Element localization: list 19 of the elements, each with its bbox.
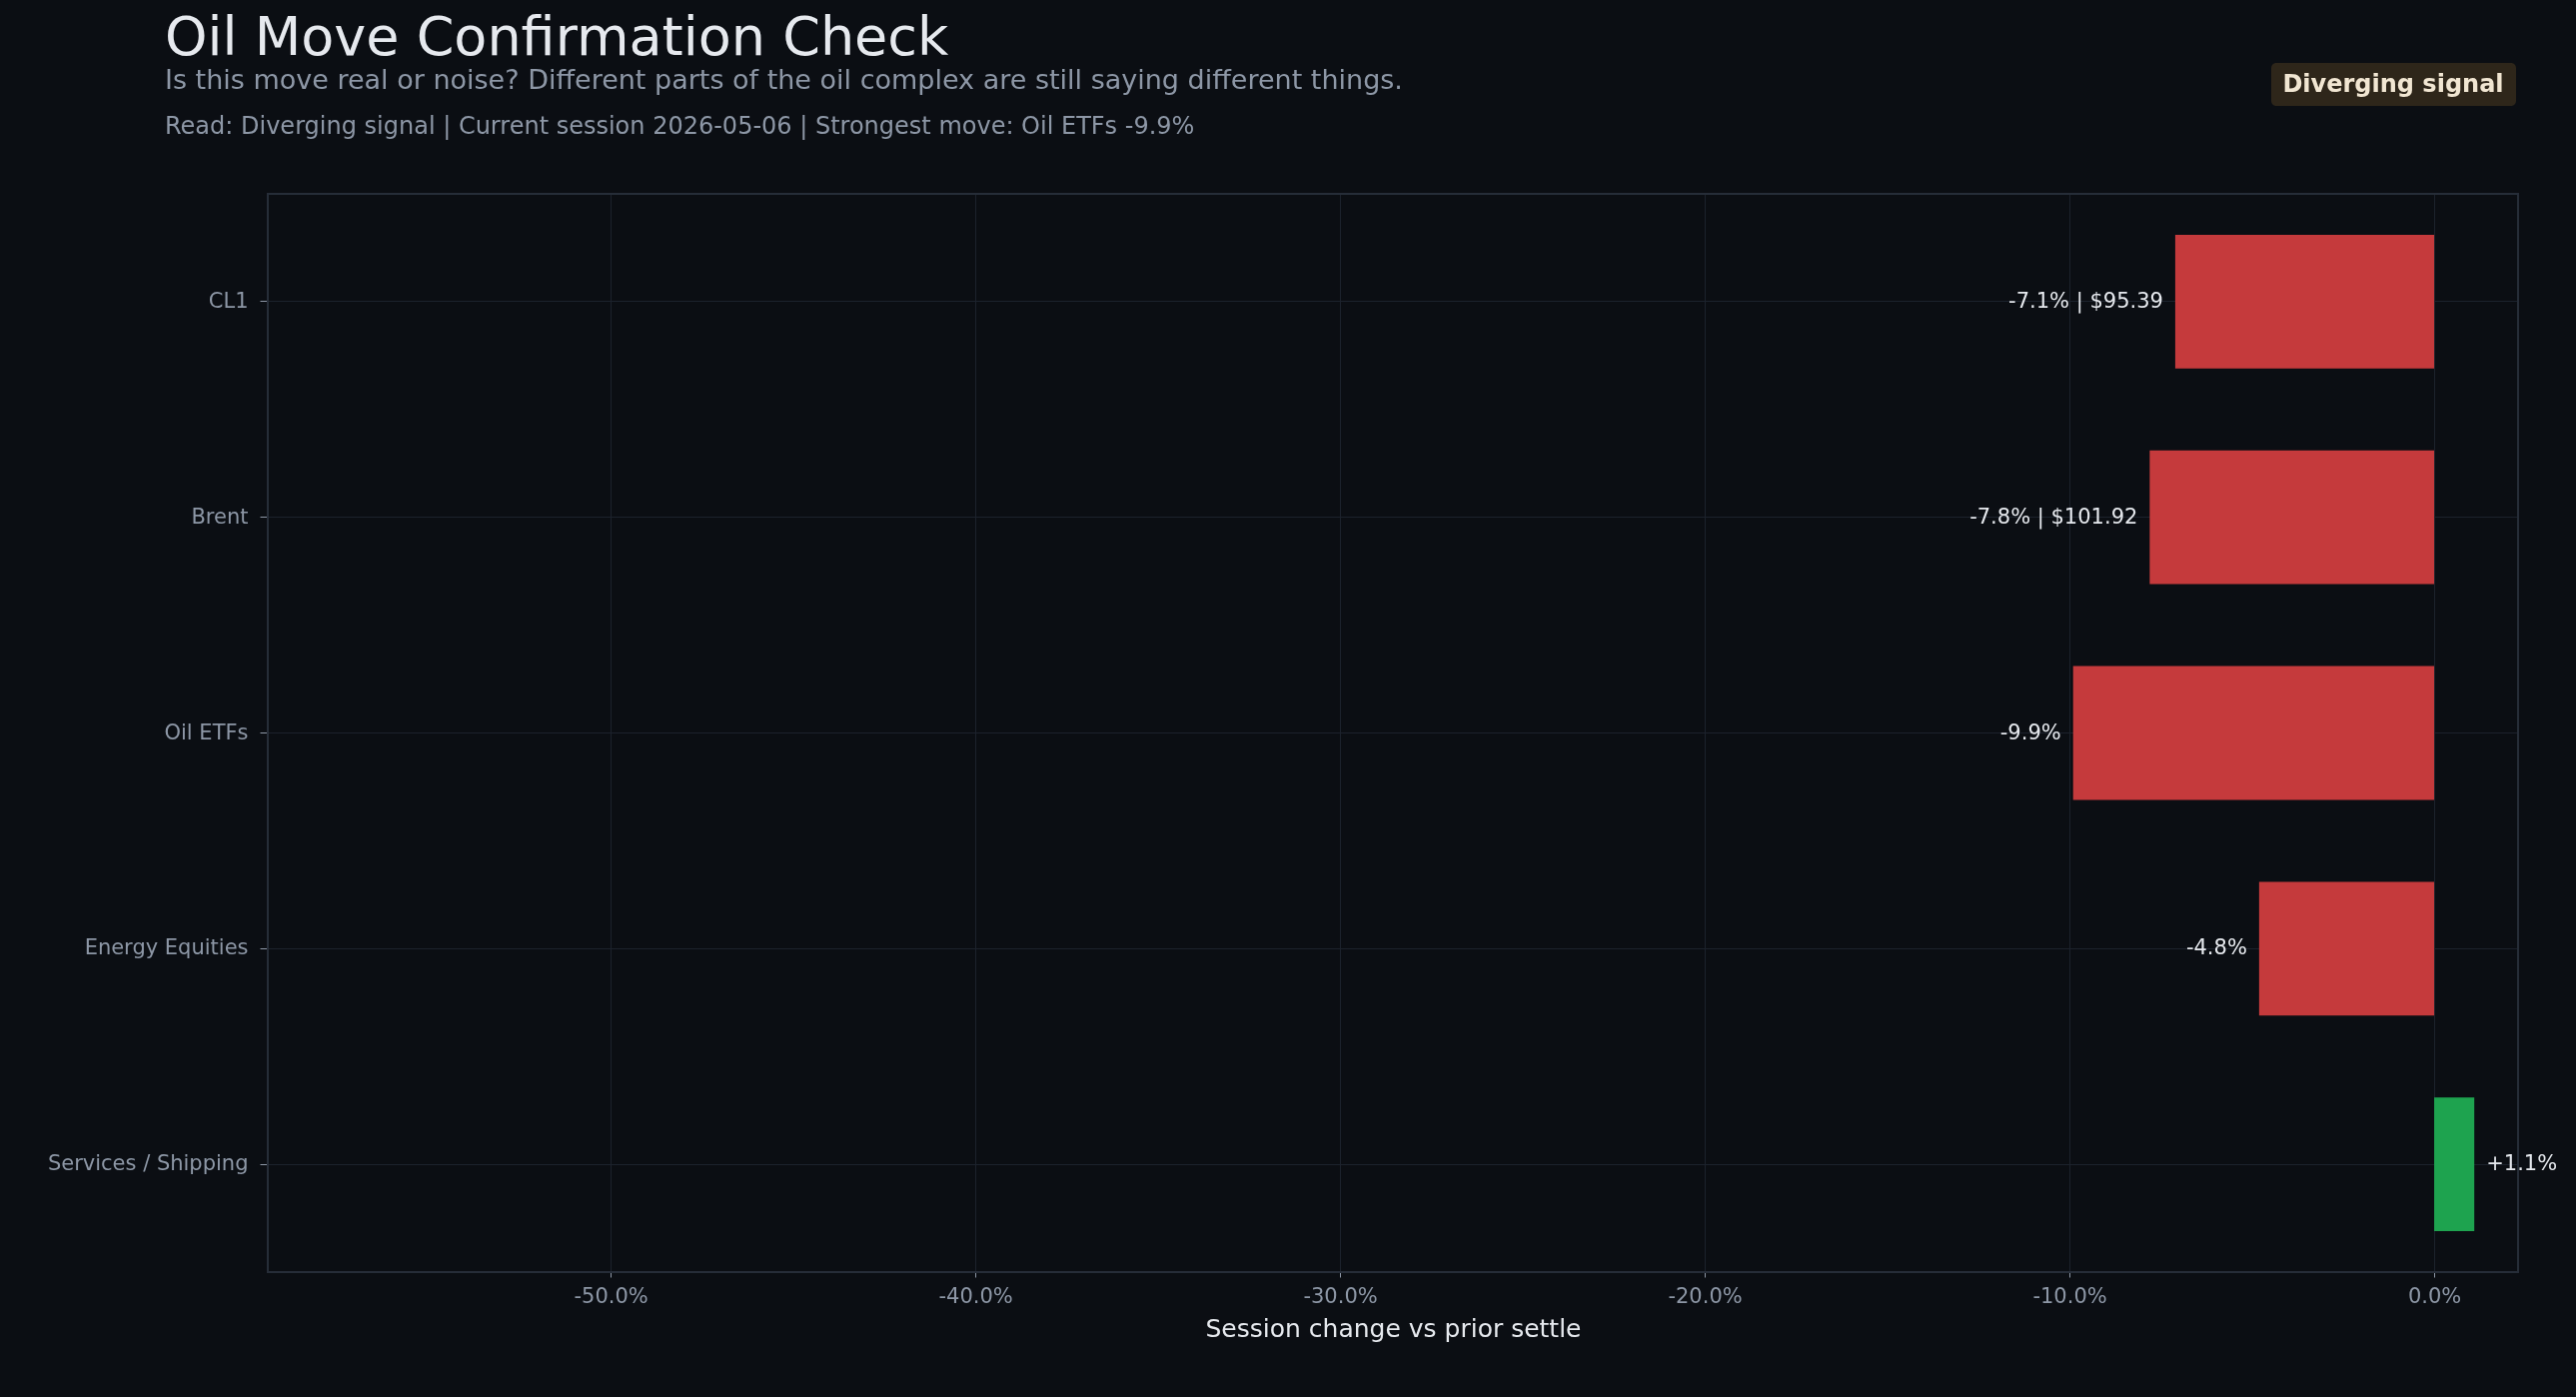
data-label: +1.1%	[2486, 1151, 2558, 1176]
x-tick-label: -20.0%	[1668, 1283, 1743, 1308]
x-tick-label: -30.0%	[1303, 1283, 1378, 1308]
text: Diverging signal	[2282, 70, 2504, 98]
data-label: -9.9%	[1999, 719, 2061, 744]
data-label: -4.8%	[2185, 935, 2247, 960]
x-tick-label: -50.0%	[574, 1283, 648, 1308]
y-tick-label: Oil ETFs	[164, 719, 249, 744]
y-tick-label: Services / Shipping	[47, 1151, 249, 1176]
y-tick-label: Energy Equities	[84, 935, 249, 960]
y-tick-label: CL1	[208, 288, 249, 313]
x-tick-label: -10.0%	[2032, 1283, 2107, 1308]
x-tick-label: -40.0%	[938, 1283, 1013, 1308]
y-tick-label: Brent	[191, 504, 249, 529]
text: Read: Diverging signal | Current session 2026-05-06 | Strongest move: Oil ETFs -9.9%	[165, 112, 1195, 140]
x-axis-title: Session change vs prior settle	[1205, 1313, 1582, 1343]
data-label: -7.1% | $95.39	[2008, 288, 2163, 314]
x-tick-label: 0.0%	[2407, 1283, 2462, 1308]
data-label: -7.8% | $101.92	[1969, 504, 2138, 530]
